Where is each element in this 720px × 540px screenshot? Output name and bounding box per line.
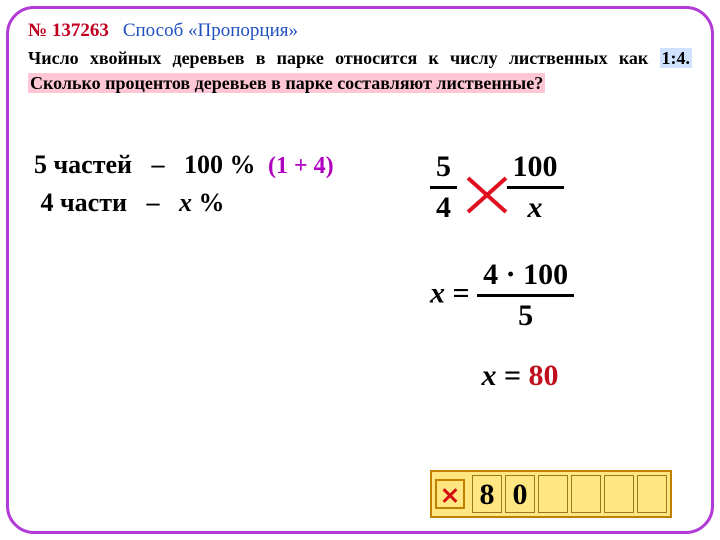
question-highlight: Сколько процентов деревьев в парке соста…	[28, 73, 545, 93]
row2-left: 4 части	[41, 188, 127, 217]
answer-box: 8 0	[430, 470, 672, 518]
problem-part1: Число хвойных деревьев в парке относится…	[28, 48, 660, 68]
frac-right: 100 x	[507, 150, 564, 225]
frac-right-bar	[507, 186, 564, 189]
result-var: x	[481, 359, 496, 392]
row2-var: x	[179, 188, 192, 217]
problem-number: № 137263	[28, 20, 109, 41]
result-eq: =	[496, 359, 528, 392]
step2-var: x	[430, 276, 445, 309]
setup-row-2: 4 части – x %	[34, 188, 334, 218]
header: № 137263 Способ «Пропорция»	[28, 20, 692, 42]
frac-left-bar	[430, 186, 457, 189]
frac-left-top: 5	[430, 150, 457, 184]
cross-mark-icon	[464, 172, 510, 218]
row1-right: 100 %	[184, 150, 256, 179]
problem-text: Число хвойных деревьев в парке относится…	[28, 46, 692, 96]
row1-dash: –	[152, 150, 165, 179]
math-column: 5 4 100 x x = 4 · 100 5 x = 80	[430, 150, 690, 393]
step2-eq: =	[445, 276, 477, 309]
clear-button[interactable]	[435, 479, 465, 509]
proportion-fraction: 5 4 100 x	[430, 150, 690, 242]
result-value: 80	[529, 359, 559, 392]
proportion-setup: 5 частей – 100 % (1 + 4) 4 части – x %	[34, 150, 334, 226]
row2-unit: %	[192, 188, 225, 217]
answer-cell[interactable]	[571, 475, 601, 513]
result-line: x = 80	[430, 359, 610, 393]
answer-cell[interactable]	[604, 475, 634, 513]
method-subtitle: Способ «Пропорция»	[123, 20, 298, 41]
step2-bar	[477, 294, 574, 297]
answer-cell[interactable]	[538, 475, 568, 513]
step2-num: 4 · 100	[477, 258, 574, 292]
setup-row-1: 5 частей – 100 % (1 + 4)	[34, 150, 334, 180]
frac-right-top: 100	[507, 150, 564, 184]
answer-cell[interactable]: 8	[472, 475, 502, 513]
step2-den: 5	[477, 299, 574, 333]
answer-cell[interactable]: 0	[505, 475, 535, 513]
ratio-highlight: 1:4.	[660, 48, 693, 68]
row1-left: 5 частей	[34, 150, 132, 179]
frac-left: 5 4	[430, 150, 457, 225]
answer-cell[interactable]	[637, 475, 667, 513]
step2-frac: 4 · 100 5	[477, 258, 574, 333]
frac-left-bot: 4	[430, 191, 457, 225]
sum-note: (1 + 4)	[268, 153, 334, 179]
row2-dash: –	[146, 188, 159, 217]
solve-step: x = 4 · 100 5	[430, 258, 690, 333]
frac-right-bot: x	[507, 191, 564, 225]
